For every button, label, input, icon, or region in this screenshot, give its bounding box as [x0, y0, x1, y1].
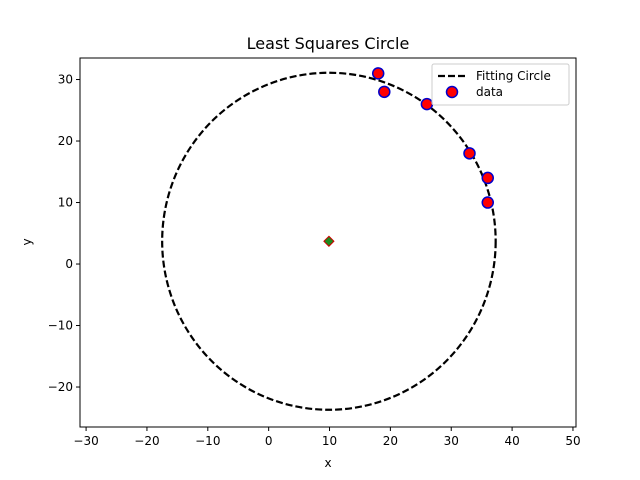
x-tick-label: 10 — [322, 434, 337, 448]
y-tick-label: −20 — [48, 380, 73, 394]
x-axis: −30 −20 −10 0 10 20 30 40 50 — [73, 427, 581, 448]
x-axis-label: x — [324, 456, 331, 470]
legend-circle-label: Fitting Circle — [476, 69, 551, 83]
x-tick-label: −10 — [195, 434, 220, 448]
legend-data-label: data — [476, 85, 503, 99]
legend-frame — [431, 63, 570, 106]
data-point — [481, 196, 495, 209]
legend-data-swatch — [445, 85, 459, 99]
plot-area — [161, 67, 497, 411]
data-point — [378, 85, 391, 99]
data-point — [420, 97, 434, 111]
y-tick-label: −10 — [48, 319, 73, 333]
fitting-circle — [161, 71, 497, 411]
data-point — [463, 147, 476, 160]
axes-frame — [79, 57, 577, 428]
x-tick-label: 30 — [444, 434, 459, 448]
data-point — [481, 171, 495, 185]
y-tick-label: 10 — [58, 196, 73, 210]
x-tick-label: −20 — [134, 434, 159, 448]
legend: Fitting Circle data — [431, 63, 570, 106]
y-axis: −20 −10 0 10 20 30 — [48, 73, 80, 394]
x-tick-label: −30 — [73, 434, 98, 448]
circle-center-marker — [323, 235, 335, 247]
x-tick-label: 50 — [565, 434, 580, 448]
y-tick-label: 20 — [58, 134, 73, 148]
y-tick-label: 0 — [65, 257, 73, 271]
data-point — [371, 67, 385, 80]
x-tick-label: 20 — [383, 434, 398, 448]
y-tick-label: 30 — [58, 73, 73, 87]
y-axis-label: y — [20, 238, 34, 245]
x-tick-label: 40 — [504, 434, 519, 448]
chart-title: Least Squares Circle — [247, 34, 410, 53]
x-tick-label: 0 — [265, 434, 273, 448]
